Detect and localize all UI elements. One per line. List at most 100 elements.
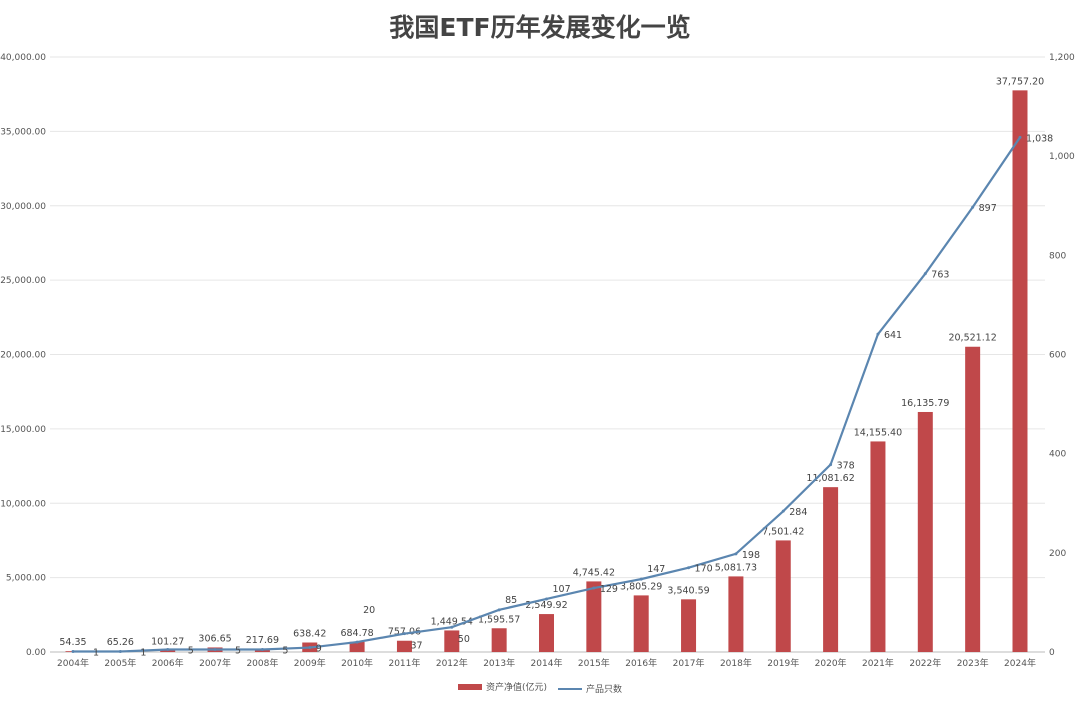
x-axis-tick: 2018年	[720, 657, 752, 669]
left-axis-tick: 35,000.00	[0, 127, 46, 137]
line-point	[71, 650, 75, 654]
line-point	[545, 597, 548, 601]
bar	[160, 650, 176, 652]
bar	[681, 599, 697, 652]
line-point	[1018, 135, 1022, 139]
bar	[586, 581, 602, 652]
bar	[965, 346, 981, 652]
x-axis-tick: 2017年	[673, 657, 705, 669]
left-axis-tick: 0.00	[26, 648, 46, 658]
line-data-label: 37	[410, 641, 422, 652]
legend-item-count: 产品只数	[557, 682, 622, 695]
x-axis-tick: 2014年	[531, 657, 563, 669]
legend-swatch-bar	[458, 683, 483, 690]
x-axis-tick: 2011年	[388, 657, 420, 669]
left-axis-tick: 40,000.00	[0, 53, 46, 63]
left-axis-tick: 25,000.00	[0, 276, 46, 286]
right-axis-tick: 200	[1049, 549, 1066, 559]
bar	[396, 640, 412, 652]
right-axis-tick: 800	[1049, 251, 1066, 261]
bar-data-label: 3,540.59	[667, 585, 709, 596]
bar	[491, 628, 507, 652]
legend-item-assets: 资产净值(亿元)	[458, 680, 547, 693]
x-axis-tick: 2009年	[294, 657, 326, 669]
bar	[728, 576, 744, 652]
bar-data-label: 37,757.20	[996, 76, 1044, 87]
line-point	[687, 566, 691, 570]
line-point	[592, 586, 596, 590]
bar-data-label: 638.42	[293, 629, 326, 640]
line-point	[971, 205, 975, 209]
line-point	[355, 640, 359, 644]
line-point	[118, 650, 122, 654]
bar-data-label: 54.35	[59, 637, 86, 648]
line-point	[260, 648, 264, 652]
line-data-label: 897	[979, 203, 997, 214]
bar	[633, 595, 649, 652]
line-point	[308, 646, 312, 650]
bar-data-label: 20,521.12	[948, 333, 996, 344]
bar-data-label: 4,745.42	[573, 567, 615, 578]
bar-data-label: 7,501.42	[762, 526, 804, 537]
left-axis-tick: 15,000.00	[0, 425, 46, 435]
line-data-label: 5	[188, 646, 194, 657]
x-axis-tick: 2023年	[957, 657, 989, 669]
x-axis-tick: 2013年	[483, 657, 515, 669]
bar	[1012, 90, 1028, 653]
right-axis-tick: 1,000	[1049, 152, 1075, 162]
line-data-label: 50	[458, 634, 470, 645]
x-axis-tick: 2012年	[436, 657, 468, 669]
line-point	[639, 577, 643, 581]
line-data-label: 170	[695, 564, 713, 575]
line-data-label: 198	[742, 550, 760, 561]
x-axis-tick: 2020年	[815, 657, 847, 669]
right-axis-tick: 600	[1049, 351, 1066, 361]
x-axis-tick: 2021年	[862, 657, 894, 669]
line-point	[829, 463, 833, 467]
x-axis-tick: 2019年	[767, 657, 799, 669]
bar	[349, 641, 365, 652]
legend-swatch-line	[557, 687, 582, 690]
bar-data-label: 217.69	[246, 635, 279, 646]
bar-data-label: 11,081.62	[806, 473, 854, 484]
bar-data-label: 65.26	[107, 637, 134, 648]
x-axis-tick: 2006年	[152, 657, 184, 669]
chart-title: 我国ETF历年发展变化一览	[389, 13, 691, 42]
line-data-label: 1	[140, 648, 146, 659]
bar	[539, 614, 554, 652]
line-data-label: 5	[235, 646, 241, 657]
bar-data-label: 3,805.29	[620, 581, 662, 592]
x-axis-tick: 2016年	[625, 657, 657, 669]
bar-data-label: 14,155.40	[854, 427, 902, 438]
bar	[775, 540, 791, 652]
left-axis-tick: 5,000.00	[6, 574, 46, 584]
left-axis-tick: 10,000.00	[0, 499, 46, 509]
x-axis-tick: 2015年	[578, 657, 610, 669]
line-data-label: 129	[600, 584, 618, 595]
line-data-label: 284	[789, 507, 807, 518]
bar-data-label: 306.65	[198, 633, 231, 644]
line-point	[876, 332, 880, 336]
line-data-label: 147	[647, 564, 665, 575]
bar-data-label: 5,081.73	[715, 562, 757, 573]
x-axis-tick: 2008年	[246, 657, 278, 669]
line-data-label: 107	[553, 584, 571, 595]
line-point	[402, 632, 406, 636]
x-axis-tick: 2010年	[341, 657, 373, 669]
bar-data-label: 1,449.54	[431, 616, 473, 627]
line-point	[923, 272, 927, 276]
bar-data-label: 1,595.57	[478, 614, 520, 625]
line-data-label: 9	[316, 644, 322, 655]
line-point	[781, 509, 785, 513]
line-data-label: 641	[884, 330, 902, 341]
line-point	[497, 608, 501, 612]
right-axis-tick: 1,200	[1049, 53, 1075, 63]
bar	[917, 411, 933, 652]
line-point	[166, 648, 170, 652]
left-axis-tick: 20,000.00	[0, 351, 46, 361]
right-axis-tick: 400	[1049, 450, 1066, 460]
line-point	[213, 648, 217, 652]
line-data-label: 1,038	[1026, 133, 1053, 144]
legend-label-count: 产品只数	[585, 685, 622, 695]
